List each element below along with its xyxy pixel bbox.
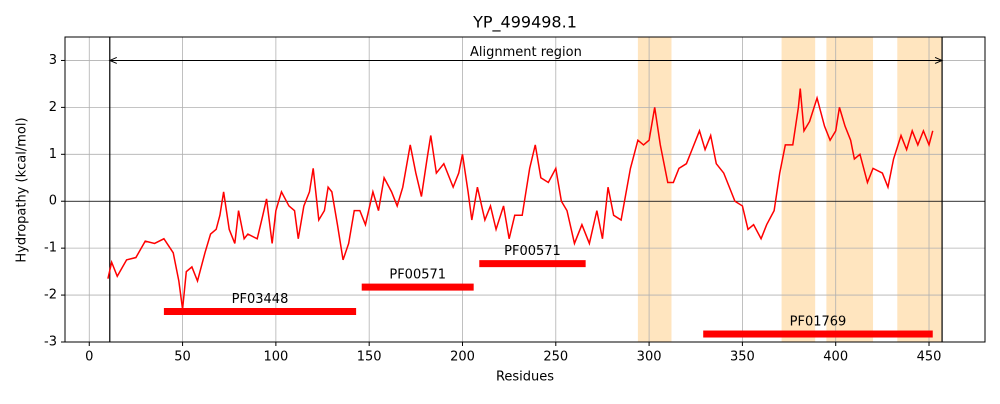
domain-label: PF00571 <box>389 268 446 283</box>
alignment-label: Alignment region <box>470 45 582 60</box>
domain-bar <box>361 283 474 291</box>
x-tick-label: 100 <box>263 350 288 365</box>
plot-frame <box>64 36 986 343</box>
y-axis-label: Hydropathy (kcal/mol) <box>15 117 30 262</box>
domain-label: PF03448 <box>232 292 289 307</box>
y-tick-label: -3 <box>44 335 57 350</box>
x-tick-label: 400 <box>823 350 848 365</box>
x-tick-label: 200 <box>450 350 475 365</box>
domain-bar <box>703 330 933 338</box>
x-tick-label: 350 <box>730 350 755 365</box>
y-tick-label: 0 <box>49 194 57 209</box>
y-tick-label: 3 <box>49 53 57 68</box>
domain-bar <box>163 308 357 315</box>
x-tick-label: 250 <box>543 350 568 365</box>
highlight-span <box>826 37 874 342</box>
highlight-span <box>781 37 816 342</box>
x-tick-label: 450 <box>917 350 942 365</box>
y-tick-label: 2 <box>49 100 57 115</box>
hydropathy-line <box>107 88 934 310</box>
x-tick-label: 50 <box>174 350 191 365</box>
y-tick-label: -2 <box>44 288 57 303</box>
y-tick-label: -1 <box>44 241 57 256</box>
x-axis-label: Residues <box>496 370 554 385</box>
highlight-span <box>897 37 943 342</box>
domain-label: PF00571 <box>504 244 561 259</box>
chart-title: YP_499498.1 <box>472 13 577 33</box>
alignment-arrow <box>108 57 944 64</box>
x-tick-label: 0 <box>85 350 93 365</box>
x-tick-label: 150 <box>357 350 382 365</box>
domain-bar <box>479 260 586 268</box>
highlight-span <box>637 37 672 342</box>
domain-label: PF01769 <box>790 315 847 330</box>
y-tick-label: 1 <box>49 147 57 162</box>
x-tick-label: 300 <box>637 350 662 365</box>
